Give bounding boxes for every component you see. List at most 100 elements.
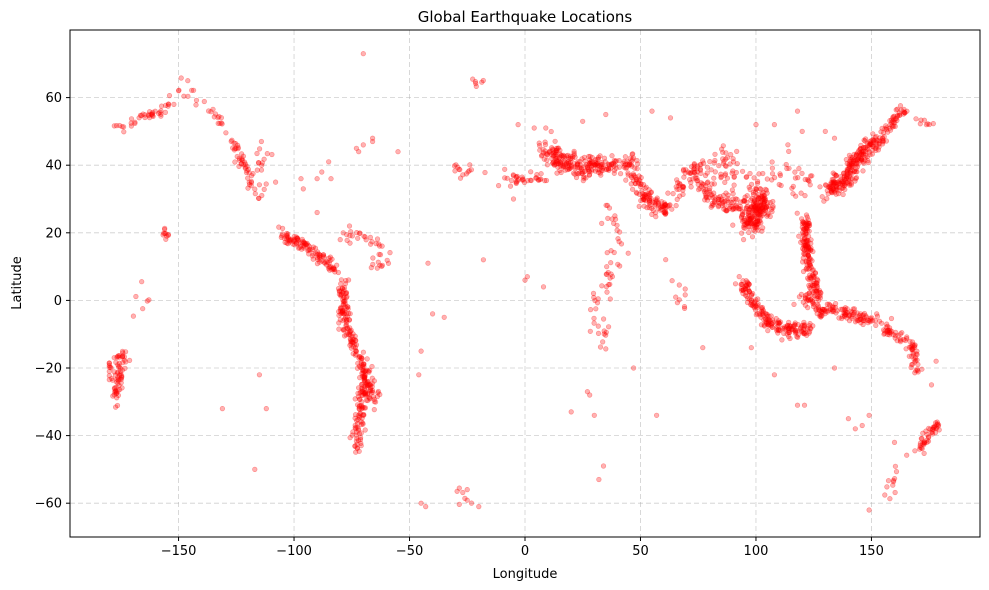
earthquake-point xyxy=(630,172,637,178)
earthquake-point xyxy=(377,262,383,268)
earthquake-point xyxy=(507,183,514,189)
earthquake-point xyxy=(242,164,248,170)
earthquake-point xyxy=(379,263,385,270)
earthquake-point xyxy=(359,388,365,394)
earthquake-point xyxy=(681,304,688,310)
earthquake-point xyxy=(794,210,800,216)
earthquake-point xyxy=(736,206,742,212)
earthquake-point xyxy=(603,271,609,277)
earthquake-point xyxy=(808,326,814,332)
earthquake-point xyxy=(361,390,367,396)
earthquake-point xyxy=(314,261,321,267)
earthquake-point xyxy=(588,161,594,167)
earthquake-point xyxy=(322,260,328,266)
earthquake-point xyxy=(418,348,424,354)
earthquake-point xyxy=(611,157,617,164)
earthquake-point xyxy=(752,228,758,234)
earthquake-point xyxy=(550,147,556,153)
earthquake-point xyxy=(377,243,383,249)
earthquake-point xyxy=(564,160,570,166)
earthquake-point xyxy=(162,230,168,237)
earthquake-point xyxy=(354,418,360,424)
earthquake-point xyxy=(688,179,694,186)
earthquake-point xyxy=(245,185,251,191)
earthquake-point xyxy=(712,197,718,203)
earthquake-point xyxy=(342,315,349,321)
earthquake-point xyxy=(653,210,659,216)
earthquake-point xyxy=(862,145,869,151)
earthquake-point xyxy=(596,476,602,483)
earthquake-point xyxy=(361,373,367,380)
earthquake-point xyxy=(142,112,148,118)
earthquake-point xyxy=(597,170,603,176)
earthquake-point xyxy=(473,80,479,87)
earthquake-point xyxy=(887,496,893,502)
earthquake-point xyxy=(814,301,820,307)
earthquake-point xyxy=(680,184,687,190)
earthquake-point xyxy=(697,185,703,191)
earthquake-point xyxy=(551,153,557,159)
x-axis-label: Longitude xyxy=(493,567,558,582)
earthquake-point xyxy=(746,184,752,190)
earthquake-point xyxy=(467,162,473,168)
earthquake-point xyxy=(279,231,286,237)
earthquake-point xyxy=(804,292,810,298)
earthquake-point xyxy=(700,345,706,351)
earthquake-point xyxy=(284,235,290,242)
earthquake-point xyxy=(278,234,284,240)
earthquake-point xyxy=(356,406,362,412)
earthquake-point xyxy=(803,212,810,218)
earthquake-point xyxy=(858,142,864,148)
earthquake-point xyxy=(377,391,383,398)
earthquake-point xyxy=(574,162,580,168)
earthquake-point xyxy=(360,370,366,376)
earthquake-point xyxy=(801,322,808,328)
earthquake-point xyxy=(234,153,240,160)
earthquake-point xyxy=(623,165,629,171)
earthquake-point xyxy=(158,111,164,117)
earthquake-point xyxy=(555,145,561,151)
earthquake-point xyxy=(738,213,745,219)
earthquake-point xyxy=(361,361,367,368)
earthquake-point xyxy=(598,172,604,178)
earthquake-point xyxy=(662,201,669,208)
earthquake-point xyxy=(361,376,367,382)
earthquake-point xyxy=(840,191,846,198)
earthquake-point xyxy=(799,128,805,134)
earthquake-point xyxy=(368,265,374,271)
earthquake-point xyxy=(239,157,245,163)
earthquake-point xyxy=(607,281,613,287)
earthquake-point xyxy=(597,344,604,350)
earthquake-point xyxy=(246,179,252,185)
earthquake-point xyxy=(342,301,348,307)
earthquake-point xyxy=(535,177,541,183)
earthquake-point xyxy=(367,395,373,401)
earthquake-point xyxy=(629,151,635,157)
earthquake-point xyxy=(150,112,156,119)
earthquake-point xyxy=(232,145,238,152)
earthquake-point xyxy=(710,202,717,208)
earthquake-point xyxy=(617,171,624,177)
earthquake-point xyxy=(299,236,305,242)
earthquake-point xyxy=(515,176,522,182)
earthquake-point xyxy=(359,415,365,421)
earthquake-point xyxy=(582,163,589,169)
earthquake-point xyxy=(356,404,362,410)
earthquake-point xyxy=(677,181,683,188)
earthquake-point xyxy=(301,244,307,250)
earthquake-point xyxy=(208,109,214,115)
earthquake-point xyxy=(340,289,346,295)
earthquake-point xyxy=(609,216,615,222)
earthquake-point xyxy=(630,171,636,177)
earthquake-point xyxy=(551,161,557,167)
earthquake-point xyxy=(510,196,517,202)
earthquake-point xyxy=(847,161,853,167)
earthquake-point xyxy=(614,222,620,228)
earthquake-point xyxy=(514,173,520,179)
earthquake-point xyxy=(656,206,662,212)
earthquake-point xyxy=(116,122,123,129)
earthquake-point xyxy=(298,243,304,249)
earthquake-point xyxy=(336,291,343,297)
earthquake-point xyxy=(625,161,631,168)
earthquake-point xyxy=(817,313,823,319)
